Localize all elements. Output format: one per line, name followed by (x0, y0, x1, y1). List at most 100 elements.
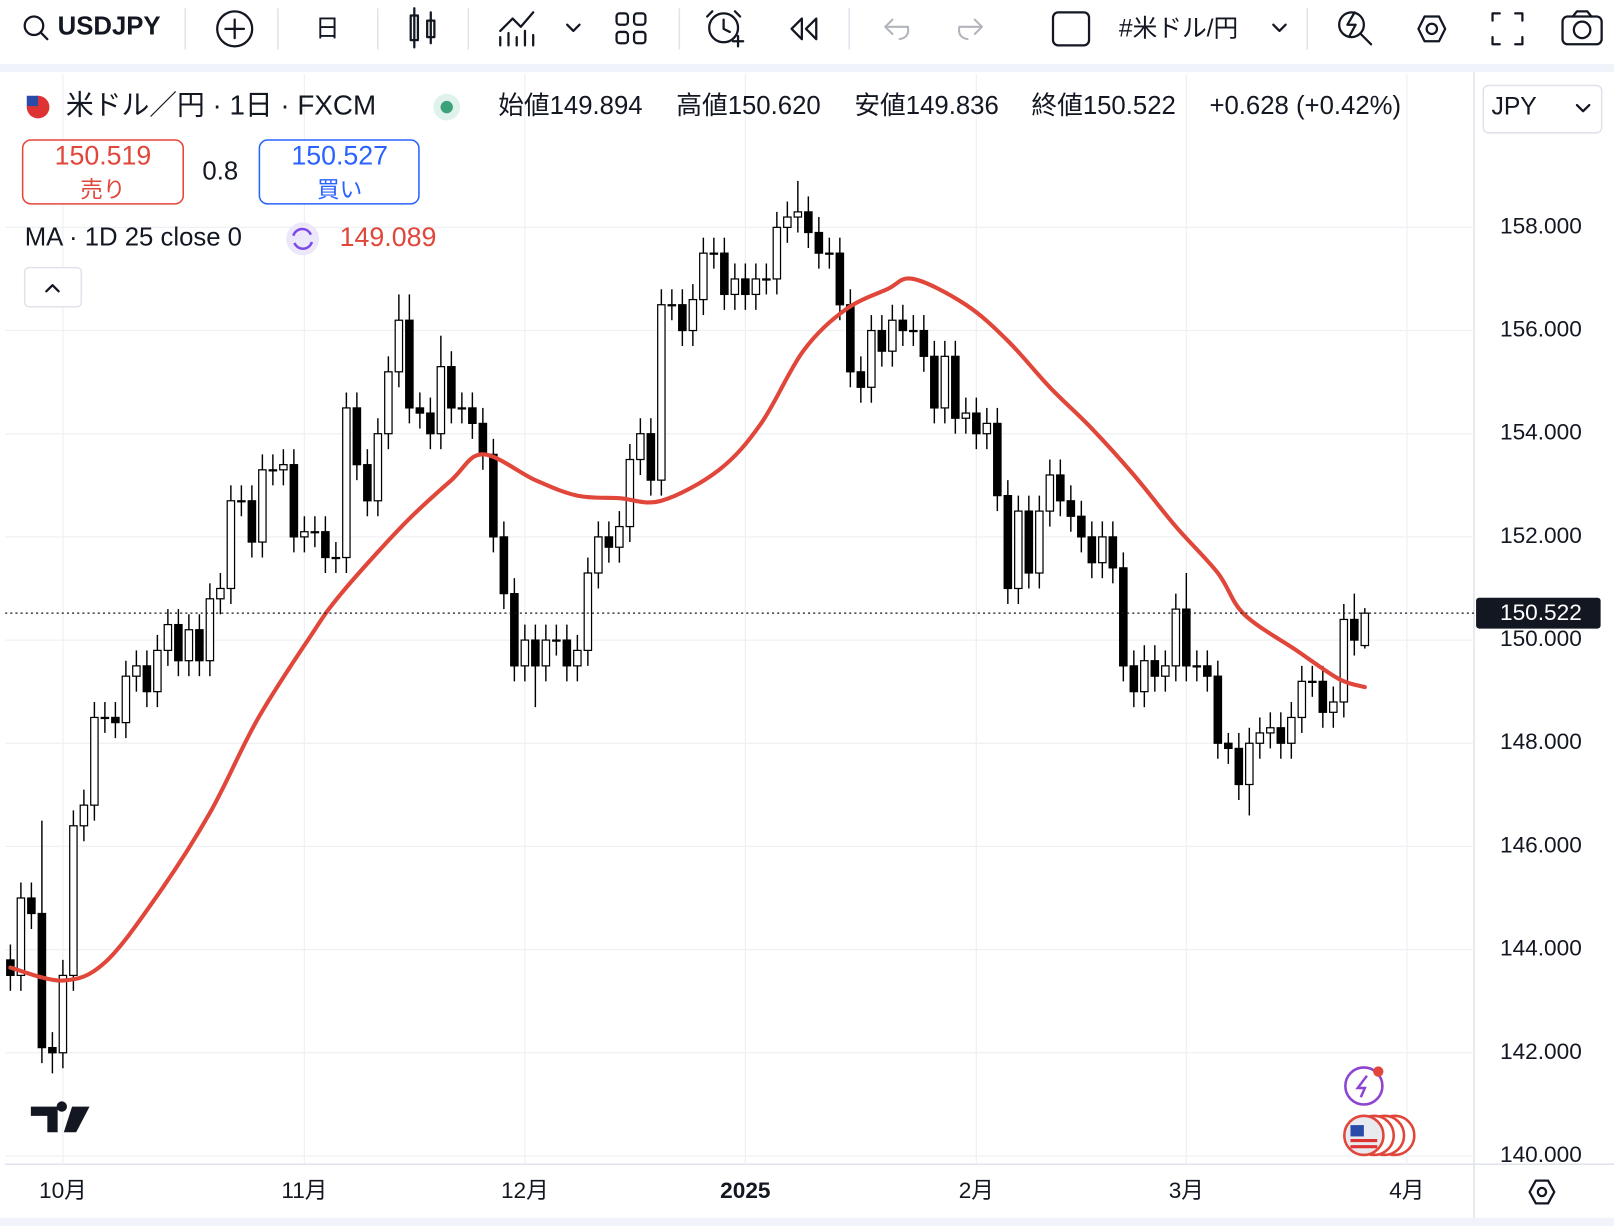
x-tick-label: 2025 (720, 1178, 770, 1203)
candle-body (447, 366, 456, 409)
candle-body (594, 536, 603, 574)
candle-body (1087, 536, 1097, 564)
chart-type-button[interactable] (409, 7, 436, 49)
candle-body (1119, 567, 1128, 667)
x-tick-label: 10月 (39, 1178, 87, 1203)
candle-body (972, 412, 981, 435)
candle-body (636, 433, 645, 461)
candle-body (289, 464, 299, 538)
toolbar: USDJPY 日 #米ドル/円 (23, 7, 1603, 50)
candle-body (111, 716, 120, 724)
candle-body (132, 665, 141, 677)
checkbox[interactable] (1051, 11, 1091, 47)
candle-body (27, 897, 36, 915)
candle-body (762, 278, 771, 281)
candle-body (216, 587, 225, 600)
candle-body (982, 422, 992, 435)
x-tick-label: 12月 (501, 1178, 549, 1203)
candle-body (1339, 618, 1349, 703)
candle-body (1108, 536, 1118, 569)
candle-body (625, 458, 635, 528)
axis-settings[interactable] (1528, 1179, 1556, 1205)
ohlc-label: 終値 (1031, 91, 1082, 120)
flag-icon (1350, 1125, 1364, 1137)
add-symbol-button[interactable] (216, 10, 254, 48)
replay-button[interactable] (790, 17, 818, 41)
candle-body (1129, 665, 1139, 693)
candle-body (205, 598, 215, 662)
candle-body (783, 216, 792, 228)
candle-body (667, 304, 677, 307)
legend: 米ドル／円 · 1日 · FXCM 始値149.894 高値150.620 安値… (21, 89, 1401, 308)
candle-body (226, 500, 236, 590)
candle-body (688, 298, 698, 332)
currency-select[interactable]: JPY (1482, 84, 1603, 134)
change: +0.628 (+0.42%) (1209, 92, 1401, 120)
sell-price: 150.519 (55, 141, 152, 171)
candle-body (405, 319, 414, 409)
axis-settings (1536, 1186, 1548, 1198)
candle-body (1045, 474, 1055, 512)
ohlc-label: 高値 (676, 91, 727, 120)
indicator-icon (292, 227, 314, 250)
candle-body (436, 366, 446, 435)
ohlc-value: 150.620 (728, 92, 821, 120)
search-button[interactable] (23, 15, 49, 41)
symbol[interactable]: USDJPY (58, 13, 161, 41)
indicator-icon[interactable] (286, 222, 320, 256)
dropdown[interactable] (1272, 23, 1287, 33)
candle-body (1245, 742, 1254, 786)
y-tick-label: 150.000 (1500, 626, 1582, 651)
candle-body (163, 623, 173, 652)
candle-body (919, 329, 929, 357)
candle-body (825, 252, 834, 255)
quick-search-button[interactable] (1338, 11, 1373, 46)
fullscreen-button[interactable] (1491, 12, 1524, 46)
dropdown[interactable] (566, 23, 581, 33)
candle-body (310, 531, 320, 534)
events-icon[interactable] (1344, 1066, 1384, 1106)
candle-body (331, 556, 341, 560)
candle-body (993, 422, 1002, 497)
y-tick-label: 154.000 (1500, 420, 1582, 445)
candle-body (300, 531, 309, 538)
watchlist-name[interactable]: #米ドル/円 (1119, 14, 1238, 42)
settings-button[interactable] (1417, 15, 1447, 43)
undo-button[interactable] (884, 18, 910, 41)
y-tick-label: 148.000 (1500, 729, 1582, 754)
candle-body (573, 649, 582, 667)
currency: JPY (1492, 94, 1537, 121)
ohlc-label: 始値 (498, 91, 549, 120)
layout-button[interactable] (615, 12, 647, 45)
moving-average-line (8, 276, 1367, 983)
buy-price: 150.527 (291, 141, 388, 171)
candle-body (1161, 665, 1170, 677)
interval[interactable]: 日 (315, 15, 340, 42)
redo-button[interactable] (957, 18, 984, 41)
candle-body (373, 433, 383, 502)
collapse-button[interactable] (23, 266, 83, 308)
candle-body (195, 629, 204, 662)
candle-body (1077, 515, 1086, 538)
candle-body (772, 226, 782, 280)
candle-body (898, 319, 908, 332)
ohlc-item: 高値150.620 (676, 91, 820, 120)
candle-body (877, 329, 887, 352)
indicators-button[interactable] (499, 11, 535, 47)
alert-button[interactable] (706, 10, 745, 48)
x-tick-label: 3月 (1169, 1178, 1204, 1203)
sell-button[interactable]: 150.519 売り (21, 139, 184, 205)
snapshot-button[interactable] (1561, 10, 1603, 46)
y-tick-label: 146.000 (1500, 832, 1582, 857)
buy-button[interactable]: 150.527 買い (258, 139, 420, 205)
candle-body (1014, 510, 1023, 590)
candle-body (415, 407, 425, 414)
candle-body (940, 355, 950, 409)
candle-body (1318, 680, 1328, 713)
events-icon (1355, 1074, 1368, 1098)
candle-body (1098, 536, 1107, 564)
notification-dot (1373, 1066, 1384, 1077)
candle-body (237, 500, 246, 503)
